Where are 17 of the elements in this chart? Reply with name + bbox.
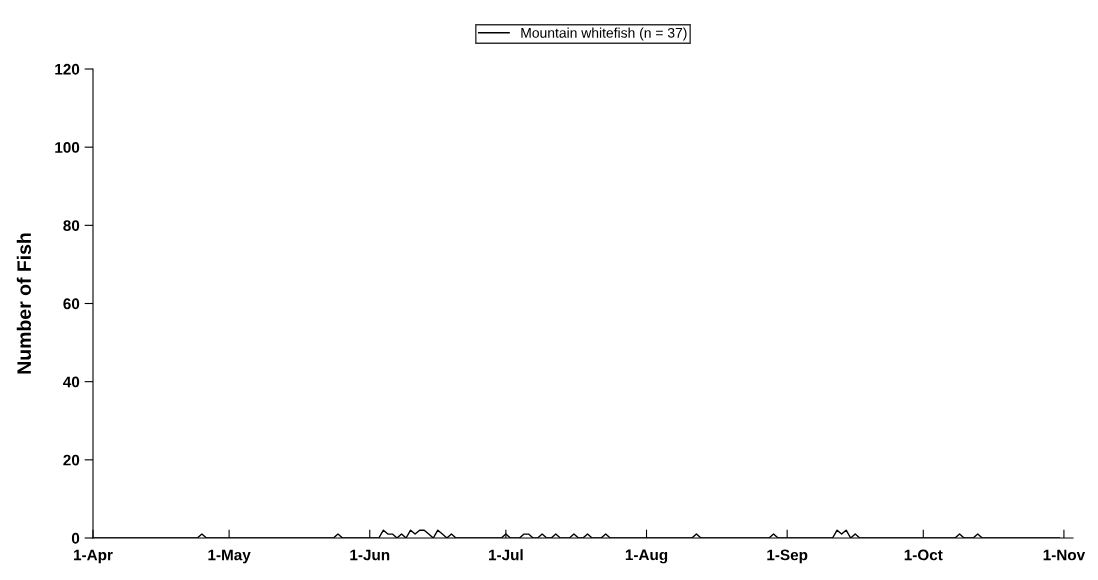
x-tick-label: 1-Nov	[1043, 549, 1086, 561]
x-tick-label: 1-Sep	[767, 549, 808, 564]
y-tick-label: 120	[55, 63, 80, 75]
y-tick-label: 100	[55, 142, 80, 153]
x-tick-label: 1-Jul	[489, 549, 523, 561]
legend-label: Mountain whitefish (n = 37)	[521, 27, 687, 41]
x-tick-label: 1-Jun	[350, 549, 390, 561]
x-tick-label: 1-Apr	[74, 549, 113, 564]
y-tick-label: 20	[63, 454, 80, 466]
y-tick-label: 40	[63, 376, 80, 388]
x-tick-label: 1-May	[208, 549, 251, 564]
y-tick-label: 0	[71, 532, 80, 544]
y-tick-label: 60	[63, 298, 80, 310]
x-tick-label: 1-Aug	[625, 549, 668, 564]
x-tick-label: 1-Oct	[904, 549, 943, 561]
y-axis-title: Number of Fish	[16, 233, 32, 374]
y-tick-label: 80	[63, 220, 80, 232]
